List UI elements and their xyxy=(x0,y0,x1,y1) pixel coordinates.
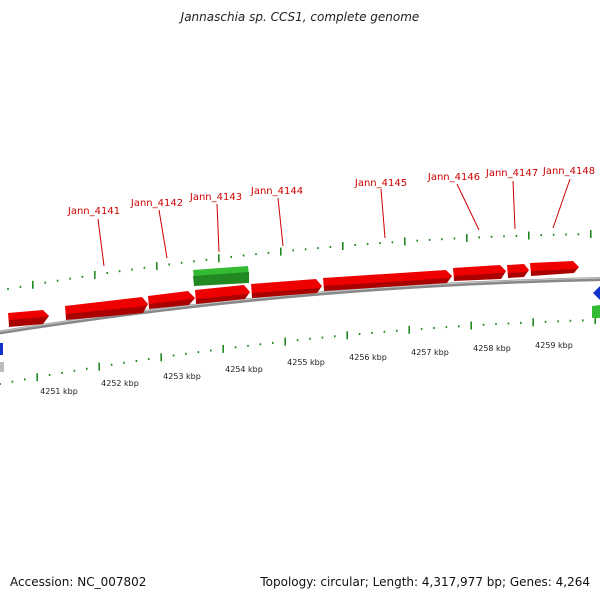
scale-label: 4254 kbp xyxy=(225,365,263,374)
genome-title: Jannaschia sp. CCS1, complete genome xyxy=(180,10,420,24)
gene-label[interactable]: Jann_4141 xyxy=(67,206,120,217)
reverse-strand-genes xyxy=(193,266,600,318)
gene-arrow-red[interactable] xyxy=(251,279,322,298)
leader-jann-4143 xyxy=(216,203,220,253)
scale-label: 4255 kbp xyxy=(287,358,325,367)
scale-label: 4256 kbp xyxy=(349,353,387,362)
gene-arrow-red[interactable] xyxy=(453,265,506,281)
upper-tick-row xyxy=(7,230,592,290)
lower-tick-row xyxy=(0,316,597,385)
gene-label[interactable]: Jann_4148 xyxy=(542,166,595,177)
gene-label[interactable]: Jann_4143 xyxy=(189,192,242,203)
gene-arrow-red[interactable] xyxy=(148,291,195,309)
feature-block-blue[interactable] xyxy=(0,343,3,355)
gene-arrow-red[interactable] xyxy=(323,270,452,291)
leader-jann-4144 xyxy=(277,197,284,247)
gene-label[interactable]: Jann_4146 xyxy=(427,172,480,183)
scale-label: 4252 kbp xyxy=(101,379,139,388)
gene-labels: Jann_4141 Jann_4142 Jann_4143 Jann_4144 … xyxy=(67,166,595,217)
gene-arrow-green-edge[interactable] xyxy=(592,305,600,318)
forward-strand-genes xyxy=(8,261,579,327)
gene-arrow-green[interactable] xyxy=(193,266,249,286)
gene-label[interactable]: Jann_4145 xyxy=(354,178,407,189)
gene-arrow-red[interactable] xyxy=(507,264,529,278)
genome-backbone xyxy=(0,277,600,335)
gene-arrow-red[interactable] xyxy=(8,310,49,327)
scale-label: 4257 kbp xyxy=(411,348,449,357)
scale-label: 4253 kbp xyxy=(163,372,201,381)
accession-text: Accession: NC_007802 xyxy=(10,575,147,589)
genome-summary-text: Topology: circular; Length: 4,317,977 bp… xyxy=(260,575,590,589)
leader-jann-4141 xyxy=(97,218,105,267)
leader-jann-4142 xyxy=(158,209,168,259)
leader-jann-4148 xyxy=(552,178,571,229)
gene-arrow-red[interactable] xyxy=(195,285,250,304)
scale-labels: 4251 kbp 4252 kbp 4253 kbp 4254 kbp 4255… xyxy=(40,341,573,396)
gene-label-leaders xyxy=(97,178,571,267)
feature-arrow-blue[interactable] xyxy=(593,286,600,300)
leader-jann-4145 xyxy=(380,188,386,239)
gene-label[interactable]: Jann_4147 xyxy=(485,168,538,179)
leader-jann-4146 xyxy=(456,183,480,231)
gene-arrow-red[interactable] xyxy=(65,297,148,320)
scale-label: 4251 kbp xyxy=(40,387,78,396)
scale-label: 4258 kbp xyxy=(473,344,511,353)
gene-arrow-red[interactable] xyxy=(530,261,579,276)
feature-block-grey xyxy=(0,362,4,372)
scale-label: 4259 kbp xyxy=(535,341,573,350)
other-features xyxy=(0,286,600,372)
gene-label[interactable]: Jann_4144 xyxy=(250,186,303,197)
gene-label[interactable]: Jann_4142 xyxy=(130,198,183,209)
leader-jann-4147 xyxy=(512,180,516,230)
